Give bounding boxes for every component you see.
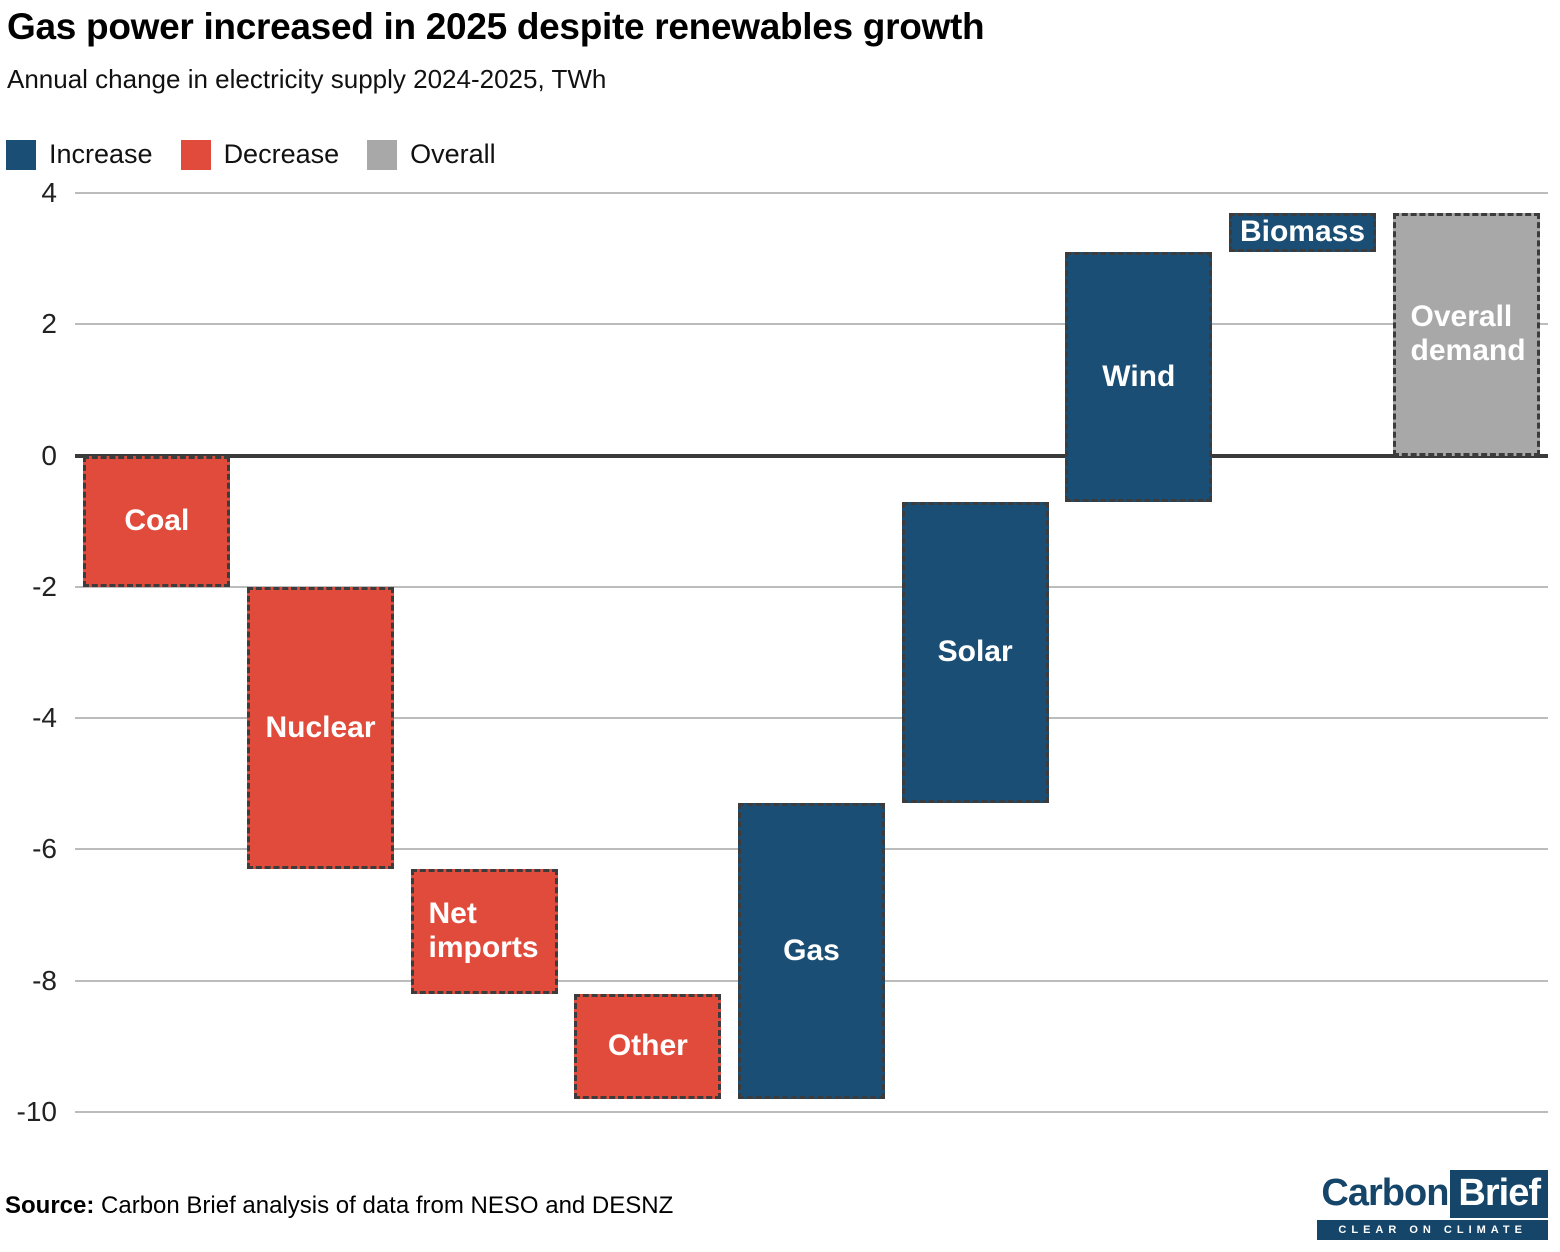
legend-swatch-decrease <box>180 139 211 170</box>
bar-label: Gas <box>783 933 840 967</box>
bar-label: Nuclear <box>265 710 376 744</box>
legend-swatch-overall <box>367 139 398 170</box>
y-tick--10: -10 <box>16 1096 57 1127</box>
source-text: Carbon Brief analysis of data from NESO … <box>94 1192 674 1219</box>
bar-overall-demand: Overall demand <box>1392 212 1540 456</box>
legend-item-decrease: Decrease <box>180 139 340 170</box>
gridline--10 <box>75 1111 1548 1113</box>
source-note: Source: Carbon Brief analysis of data fr… <box>5 1192 673 1220</box>
logo-wordmark: Carbon Brief <box>1317 1170 1548 1218</box>
y-tick--8: -8 <box>32 964 57 996</box>
waterfall-plot: 4 2 0 -2 -4 -6 -8 -10 Coal Nuclear Net imports Othe… <box>17 177 1548 1127</box>
zero-line <box>75 453 1548 458</box>
y-tick-2: 2 <box>41 308 57 340</box>
bar-net-imports: Net imports <box>410 869 558 994</box>
y-tick--2: -2 <box>32 570 57 602</box>
chart-subtitle: Annual change in electricity supply 2024… <box>7 64 607 94</box>
bar-biomass: Biomass <box>1228 212 1377 253</box>
chart-title: Gas power increased in 2025 despite rene… <box>7 6 985 47</box>
bar-gas: Gas <box>737 803 886 1099</box>
y-tick-4: 4 <box>41 177 57 208</box>
bar-label: Solar <box>937 635 1013 669</box>
logo-brief-text: Brief <box>1450 1170 1548 1218</box>
legend-label: Decrease <box>223 139 340 169</box>
gridline--2 <box>75 585 1548 588</box>
legend-item-increase: Increase <box>6 139 153 170</box>
bar-label: Other <box>607 1029 688 1063</box>
logo-carbon-text: Carbon <box>1321 1172 1449 1214</box>
source-label: Source: <box>5 1192 95 1219</box>
gridline-2 <box>75 323 1548 326</box>
bar-wind: Wind <box>1065 252 1213 502</box>
y-tick-0: 0 <box>41 439 57 471</box>
gridline-4 <box>75 192 1548 194</box>
bar-label: Biomass <box>1239 215 1366 249</box>
logo-tagline: CLEAR ON CLIMATE <box>1317 1219 1548 1240</box>
bar-coal: Coal <box>83 455 231 587</box>
carbonbrief-logo: Carbon Brief CLEAR ON CLIMATE <box>1317 1170 1548 1240</box>
bar-nuclear: Nuclear <box>246 586 395 870</box>
y-tick--6: -6 <box>32 833 57 865</box>
legend-label: Increase <box>49 139 153 169</box>
bar-label: Overall demand <box>1410 299 1526 368</box>
gridline--4 <box>75 717 1548 720</box>
bar-solar: Solar <box>901 501 1049 804</box>
legend-swatch-increase <box>6 139 36 170</box>
legend-label: Overall <box>410 139 496 169</box>
bar-label: Coal <box>124 503 190 537</box>
y-tick--4: -4 <box>32 702 57 734</box>
bar-label: Net imports <box>428 896 539 965</box>
legend: Increase Decrease Overall <box>6 139 496 170</box>
bar-label: Wind <box>1102 359 1176 393</box>
legend-item-overall: Overall <box>367 139 496 170</box>
bar-other: Other <box>574 993 722 1099</box>
